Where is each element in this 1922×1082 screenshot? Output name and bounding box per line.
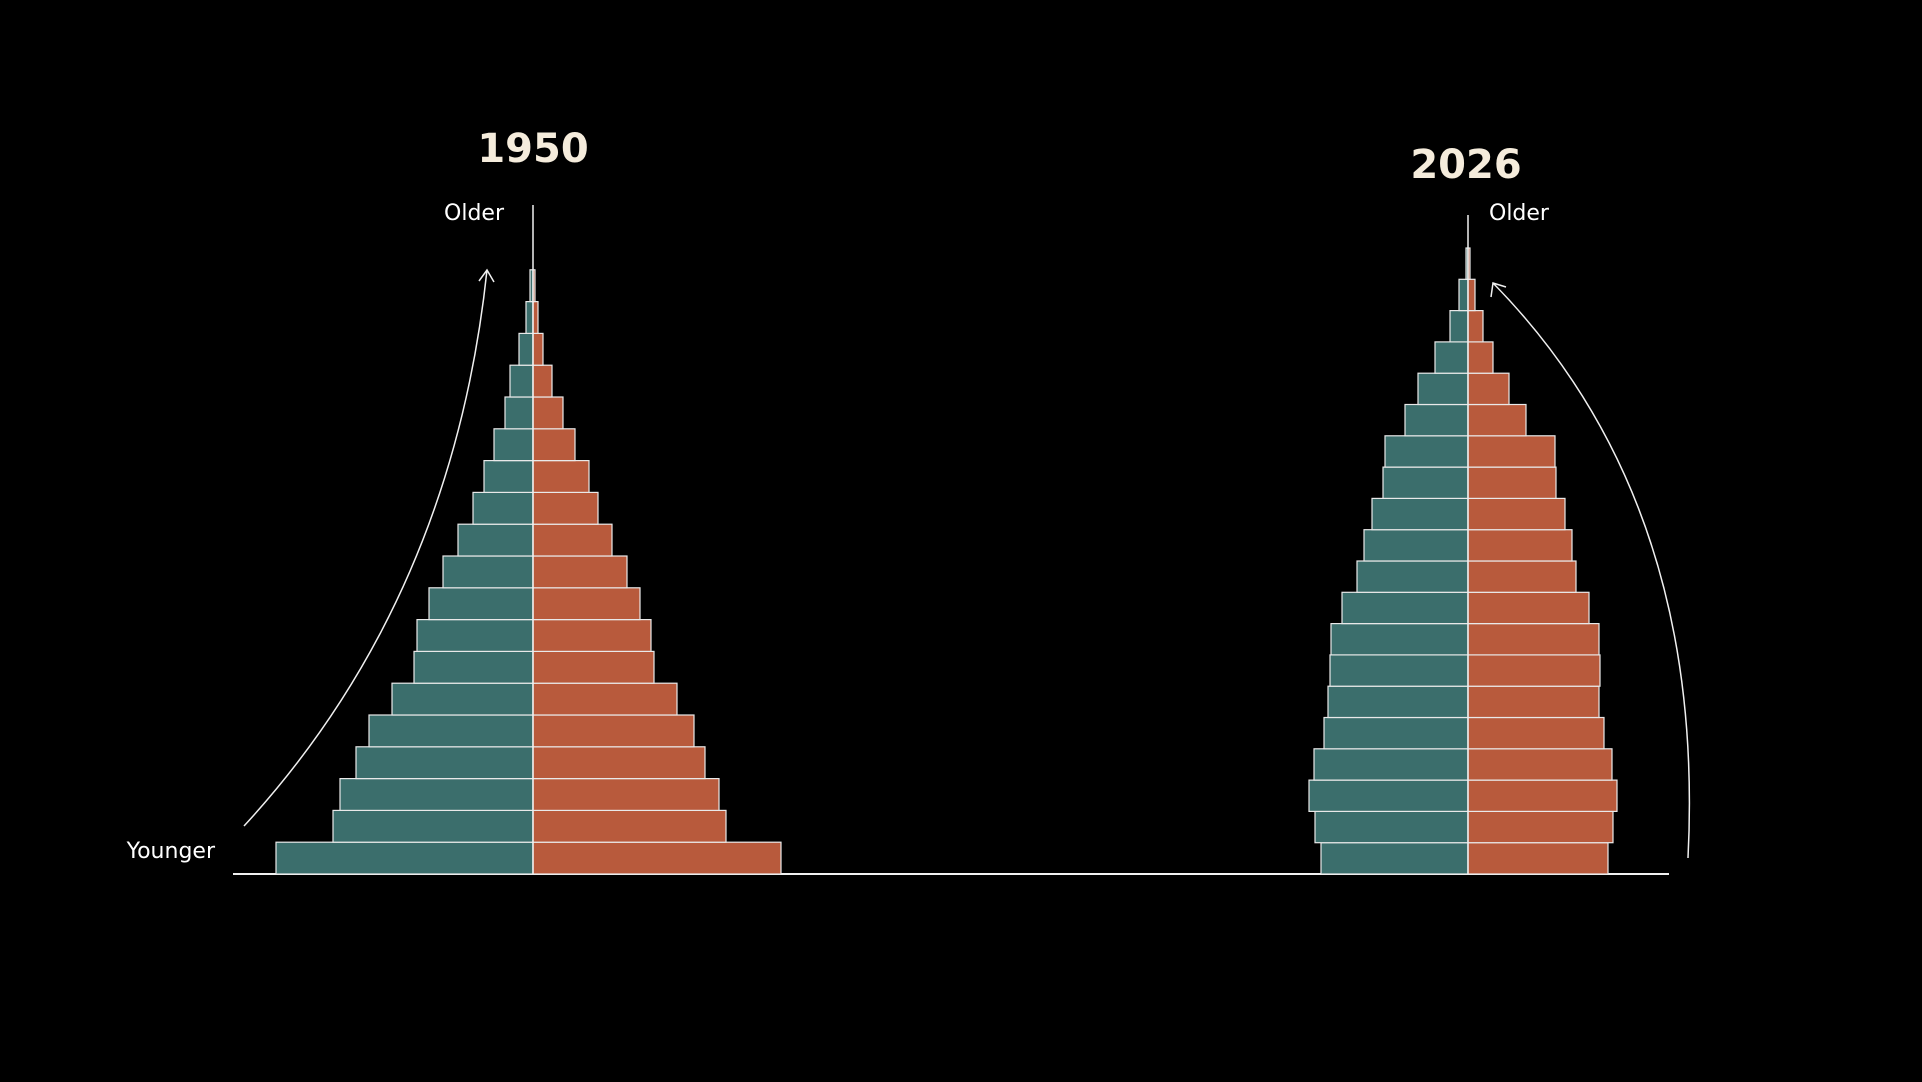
pyramid-2026 xyxy=(1308,247,1618,875)
pyramid-1950-left-bar-2 xyxy=(339,777,534,811)
pyramid-1950-left-bar-16 xyxy=(518,332,534,366)
pyramid-2026-left-bar-18 xyxy=(1458,278,1469,312)
pyramid-2026-left-bar-8 xyxy=(1341,591,1469,625)
pyramid-2026-left-bar-0 xyxy=(1320,842,1469,875)
pyramid-2026-right-bar-8 xyxy=(1467,591,1590,625)
pyramid-1950-right-bar-8 xyxy=(532,587,641,621)
pyramid-2026-left-bar-16 xyxy=(1434,341,1469,374)
pyramid-2026-arrow-head xyxy=(1490,282,1507,298)
pyramid-2026-left-bar-2 xyxy=(1308,779,1469,812)
pyramid-1950-left-bar-0 xyxy=(275,841,534,875)
pyramid-2026-right-bar-15 xyxy=(1467,372,1510,406)
pyramid-1950-right-bar-2 xyxy=(532,777,720,811)
pyramid-1950-age-arrow xyxy=(243,269,488,827)
pyramid-2026-age-arrow xyxy=(1492,282,1691,859)
pyramid-2026-right-bar-13 xyxy=(1467,435,1556,468)
pyramid-1950-left-bar-7 xyxy=(416,618,534,652)
pyramid-1950-right-bar-6 xyxy=(532,650,655,684)
pyramid-1950-right-bar-4 xyxy=(532,714,695,748)
pyramid-1950-arrow-head xyxy=(478,268,495,283)
pyramid-2026-right-bar-3 xyxy=(1467,748,1613,781)
pyramid-1950-left-bar-15 xyxy=(509,364,534,398)
pyramid-1950-right-bar-16 xyxy=(532,332,544,366)
pyramid-2026-left-bar-9 xyxy=(1356,560,1469,593)
pyramid-1950-right-bar-3 xyxy=(532,746,706,780)
pyramid-2026-right-bar-2 xyxy=(1467,779,1618,812)
pyramid-2026-left-bar-6 xyxy=(1329,654,1469,687)
pyramid-2026-left-bar-1 xyxy=(1314,810,1469,844)
pyramid-2026-right-bar-16 xyxy=(1467,341,1494,374)
pyramid-1950-older-label: Older xyxy=(444,201,505,226)
pyramid-1950-left-bar-9 xyxy=(442,555,534,589)
pyramid-2026-right-bar-17 xyxy=(1467,310,1484,343)
pyramid-2026-left-bar-3 xyxy=(1313,748,1469,781)
pyramid-1950-left-bar-12 xyxy=(483,460,534,494)
pyramid-1950-right-bar-1 xyxy=(532,809,727,843)
pyramid-1950-right-bar-12 xyxy=(532,460,590,494)
pyramid-2026-left-bar-5 xyxy=(1327,685,1469,719)
pyramid-1950-left-bar-17 xyxy=(525,301,534,335)
pyramid-2026-left-bar-13 xyxy=(1384,435,1469,468)
pyramid-1950-left-bar-4 xyxy=(368,714,534,748)
pyramid-2026-title: 2026 xyxy=(1410,142,1521,188)
pyramid-2026-left-bar-12 xyxy=(1382,466,1469,500)
pyramid-1950-right-bar-13 xyxy=(532,428,576,462)
pyramid-1950-left-bar-14 xyxy=(504,396,534,430)
pyramid-2026-left-bar-14 xyxy=(1404,403,1469,437)
pyramid-1950-right-bar-10 xyxy=(532,523,613,557)
pyramid-1950-title: 1950 xyxy=(477,126,588,172)
pyramid-1950-right-bar-7 xyxy=(532,618,652,652)
pyramid-1950-right-bar-14 xyxy=(532,396,564,430)
pyramid-2026-right-bar-10 xyxy=(1467,529,1573,562)
pyramid-1950-right-bar-11 xyxy=(532,491,599,525)
pyramid-1950-left-bar-10 xyxy=(457,523,534,557)
pyramid-1950-right-bar-5 xyxy=(532,682,678,716)
pyramid-2026-right-bar-0 xyxy=(1467,842,1609,875)
pyramid-2026-left-bar-10 xyxy=(1363,529,1469,562)
pyramid-2026-right-bar-12 xyxy=(1467,466,1557,500)
pyramid-1950-left-bar-11 xyxy=(472,491,534,525)
pyramid-2026-left-bar-11 xyxy=(1371,497,1469,531)
pyramid-1950-left-bar-1 xyxy=(332,809,534,843)
pyramid-2026-right-bar-18 xyxy=(1467,278,1476,312)
pyramid-1950-left-bar-3 xyxy=(355,746,534,780)
pyramid-2026-left-bar-4 xyxy=(1323,716,1469,750)
pyramid-1950-left-bar-13 xyxy=(493,428,534,462)
pyramid-2026-right-bar-6 xyxy=(1467,654,1601,687)
pyramid-1950-right-bar-9 xyxy=(532,555,628,589)
pyramid-2026-left-bar-15 xyxy=(1417,372,1469,406)
pyramid-2026-right-bar-9 xyxy=(1467,560,1577,593)
pyramid-2026-right-bar-4 xyxy=(1467,716,1605,750)
pyramid-1950-left-bar-8 xyxy=(428,587,534,621)
pyramid-2026-right-bar-14 xyxy=(1467,403,1527,437)
pyramid-2026-right-bar-1 xyxy=(1467,810,1614,844)
pyramid-2026-left-bar-7 xyxy=(1330,622,1469,656)
pyramid-1950-left-bar-5 xyxy=(391,682,534,716)
pyramid-2026-older-label: Older xyxy=(1489,201,1550,226)
pyramid-1950-younger-label: Younger xyxy=(126,839,216,864)
pyramid-2026-left-bar-17 xyxy=(1449,310,1469,343)
pyramid-2026-right-bar-7 xyxy=(1467,622,1600,656)
pyramid-1950-right-bar-0 xyxy=(532,841,782,875)
pyramid-1950-left-bar-6 xyxy=(413,650,534,684)
pyramid-2026-right-bar-11 xyxy=(1467,497,1566,531)
pyramid-1950 xyxy=(275,269,782,875)
pyramid-2026-right-bar-5 xyxy=(1467,685,1600,719)
pyramid-1950-right-bar-15 xyxy=(532,364,553,398)
